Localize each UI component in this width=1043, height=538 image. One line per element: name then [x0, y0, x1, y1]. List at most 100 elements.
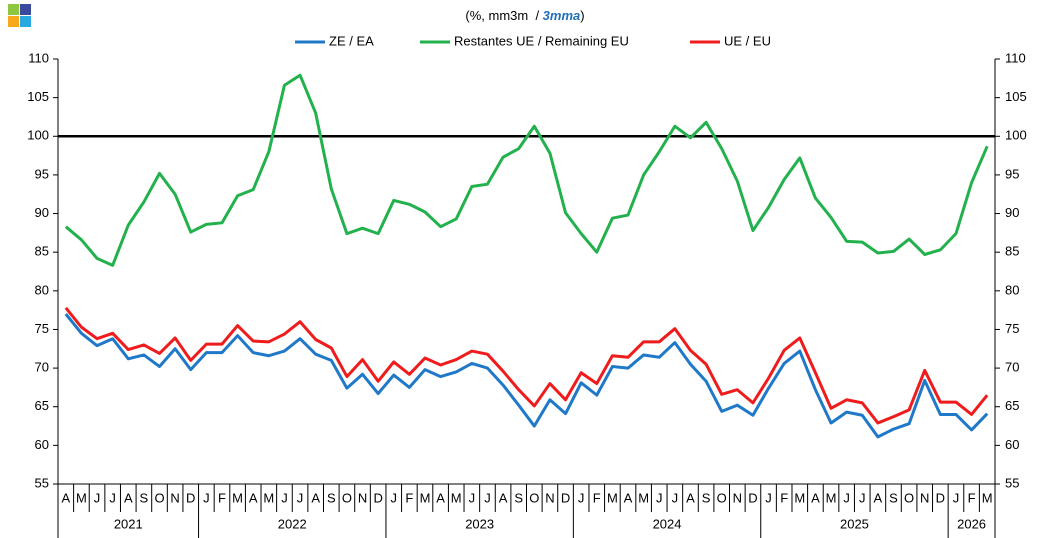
- x-tick-label: M: [76, 490, 87, 505]
- x-tick-label: D: [748, 490, 757, 505]
- x-tick-label: A: [61, 490, 70, 505]
- x-tick-label: O: [154, 490, 164, 505]
- y-tick-label: 105: [27, 89, 49, 104]
- x-tick-label: J: [953, 490, 960, 505]
- y2-tick-label: 110: [1005, 50, 1026, 65]
- y2-tick-label: 90: [1005, 205, 1019, 220]
- y-tick-label: 80: [35, 282, 49, 297]
- y-tick-label: 55: [35, 475, 49, 490]
- y2-tick-label: 60: [1005, 437, 1019, 452]
- x-group-label: 2023: [465, 516, 494, 531]
- subtitle-part: ): [580, 8, 584, 23]
- x-tick-label: M: [420, 490, 431, 505]
- x-tick-label: M: [451, 490, 462, 505]
- y2-tick-label: 70: [1005, 360, 1019, 375]
- x-tick-label: F: [780, 490, 788, 505]
- x-group-label: 2025: [840, 516, 869, 531]
- x-tick-label: J: [109, 490, 116, 505]
- x-tick-label: J: [94, 490, 101, 505]
- x-tick-label: D: [561, 490, 570, 505]
- x-tick-label: S: [140, 490, 149, 505]
- x-tick-label: D: [373, 490, 382, 505]
- x-group-label: 2024: [653, 516, 682, 531]
- x-tick-label: O: [904, 490, 914, 505]
- y-tick-label: 65: [35, 398, 49, 413]
- x-tick-label: D: [936, 490, 945, 505]
- legend-label: Restantes UE / Remaining EU: [454, 33, 629, 48]
- x-tick-label: S: [514, 490, 523, 505]
- x-tick-label: M: [982, 490, 993, 505]
- x-tick-label: S: [327, 490, 336, 505]
- y-tick-label: 85: [35, 244, 49, 259]
- series-line: [64, 306, 989, 425]
- x-tick-label: A: [436, 490, 445, 505]
- x-tick-label: A: [311, 490, 320, 505]
- x-tick-label: A: [624, 490, 633, 505]
- y2-tick-label: 75: [1005, 321, 1019, 336]
- y-tick-label: 100: [27, 128, 49, 143]
- x-tick-label: J: [578, 490, 585, 505]
- x-tick-label: A: [499, 490, 508, 505]
- y2-tick-label: 95: [1005, 166, 1019, 181]
- x-tick-label: S: [889, 490, 898, 505]
- y-tick-label: 95: [35, 166, 49, 181]
- x-tick-label: J: [281, 490, 288, 505]
- x-tick-label: D: [186, 490, 195, 505]
- x-tick-label: O: [717, 490, 727, 505]
- x-tick-label: M: [607, 490, 618, 505]
- x-tick-label: J: [484, 490, 491, 505]
- y-tick-label: 75: [35, 321, 49, 336]
- x-tick-label: A: [874, 490, 883, 505]
- x-group-label: 2026: [957, 516, 986, 531]
- x-tick-label: M: [263, 490, 274, 505]
- x-tick-label: N: [733, 490, 742, 505]
- y2-tick-label: 85: [1005, 244, 1019, 259]
- x-tick-label: N: [170, 490, 179, 505]
- x-tick-label: M: [794, 490, 805, 505]
- x-tick-label: J: [297, 490, 304, 505]
- legend-label: UE / EU: [724, 33, 771, 48]
- y2-tick-label: 100: [1005, 128, 1027, 143]
- x-tick-label: F: [218, 490, 226, 505]
- x-group-label: 2022: [278, 516, 307, 531]
- series-line: [64, 313, 989, 439]
- x-tick-label: A: [811, 490, 820, 505]
- x-group-label: 2021: [114, 516, 143, 531]
- x-tick-label: J: [765, 490, 772, 505]
- x-tick-label: N: [920, 490, 929, 505]
- x-tick-label: J: [672, 490, 679, 505]
- x-tick-label: J: [843, 490, 850, 505]
- x-tick-label: J: [469, 490, 476, 505]
- x-tick-label: N: [545, 490, 554, 505]
- x-tick-label: O: [342, 490, 352, 505]
- x-tick-label: M: [232, 490, 243, 505]
- x-tick-label: A: [686, 490, 695, 505]
- x-tick-label: A: [124, 490, 133, 505]
- x-tick-label: J: [656, 490, 663, 505]
- y-tick-label: 110: [28, 50, 49, 65]
- x-tick-label: F: [968, 490, 976, 505]
- x-tick-label: J: [859, 490, 866, 505]
- x-tick-label: M: [826, 490, 837, 505]
- y-tick-label: 70: [35, 360, 49, 375]
- x-tick-label: J: [203, 490, 210, 505]
- y-tick-label: 60: [35, 437, 49, 452]
- subtitle-part: 3mma: [543, 8, 581, 23]
- x-tick-label: O: [529, 490, 539, 505]
- series-line: [64, 73, 989, 267]
- x-tick-label: F: [593, 490, 601, 505]
- y2-tick-label: 65: [1005, 398, 1019, 413]
- legend-label: ZE / EA: [329, 33, 374, 48]
- subtitle-part: (%, mm3m /: [465, 8, 542, 23]
- x-tick-label: J: [391, 490, 398, 505]
- y2-tick-label: 105: [1005, 89, 1027, 104]
- x-tick-label: A: [249, 490, 258, 505]
- chart-subtitle: (%, mm3m / 3mma): [465, 8, 584, 23]
- x-tick-label: S: [702, 490, 711, 505]
- y2-tick-label: 80: [1005, 282, 1019, 297]
- y-tick-label: 90: [35, 205, 49, 220]
- x-tick-label: F: [405, 490, 413, 505]
- x-tick-label: N: [358, 490, 367, 505]
- x-tick-label: M: [638, 490, 649, 505]
